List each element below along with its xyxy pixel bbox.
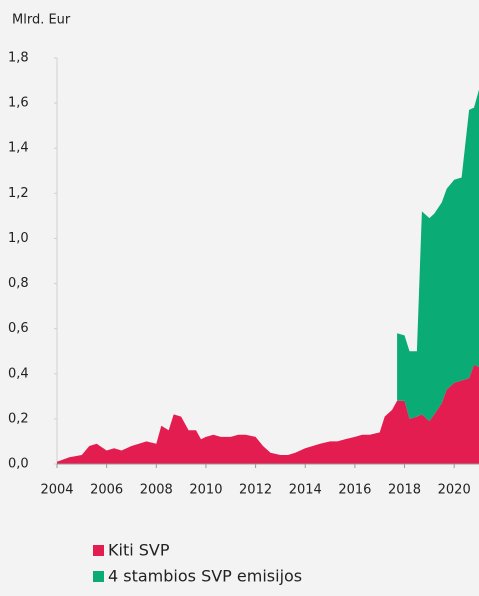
x-tick-label: 2004 [40,483,73,498]
y-tick-label: 0,8 [8,276,29,291]
legend-label: 4 stambios SVP emisijos [108,567,302,586]
y-axis-label: Mlrd. Eur [12,13,71,28]
x-tick-label: 2008 [140,483,173,498]
y-tick-label: 0,4 [8,366,29,381]
area [397,89,479,422]
x-tick-label: 2010 [189,483,222,498]
legend-swatch [93,571,104,582]
legend-label: Kiti SVP [108,541,170,560]
y-tick-label: 0,0 [8,457,29,472]
x-tick-label: 2018 [388,483,421,498]
y-tick-label: 1,6 [8,96,29,111]
x-tick-label: 2014 [289,483,322,498]
y-tick-label: 0,2 [8,411,29,426]
y-tick-label: 1,0 [8,231,29,246]
x-tick-label: 2016 [338,483,371,498]
x-tick-label: 2006 [90,483,123,498]
area [57,364,479,464]
x-tick-label: 2020 [438,483,471,498]
y-tick-label: 1,2 [8,186,29,201]
y-tick-label: 1,8 [8,51,29,66]
y-tick-label: 0,6 [8,321,29,336]
legend-swatch [93,545,104,556]
x-tick-label: 2012 [239,483,272,498]
y-tick-label: 1,4 [8,141,29,156]
